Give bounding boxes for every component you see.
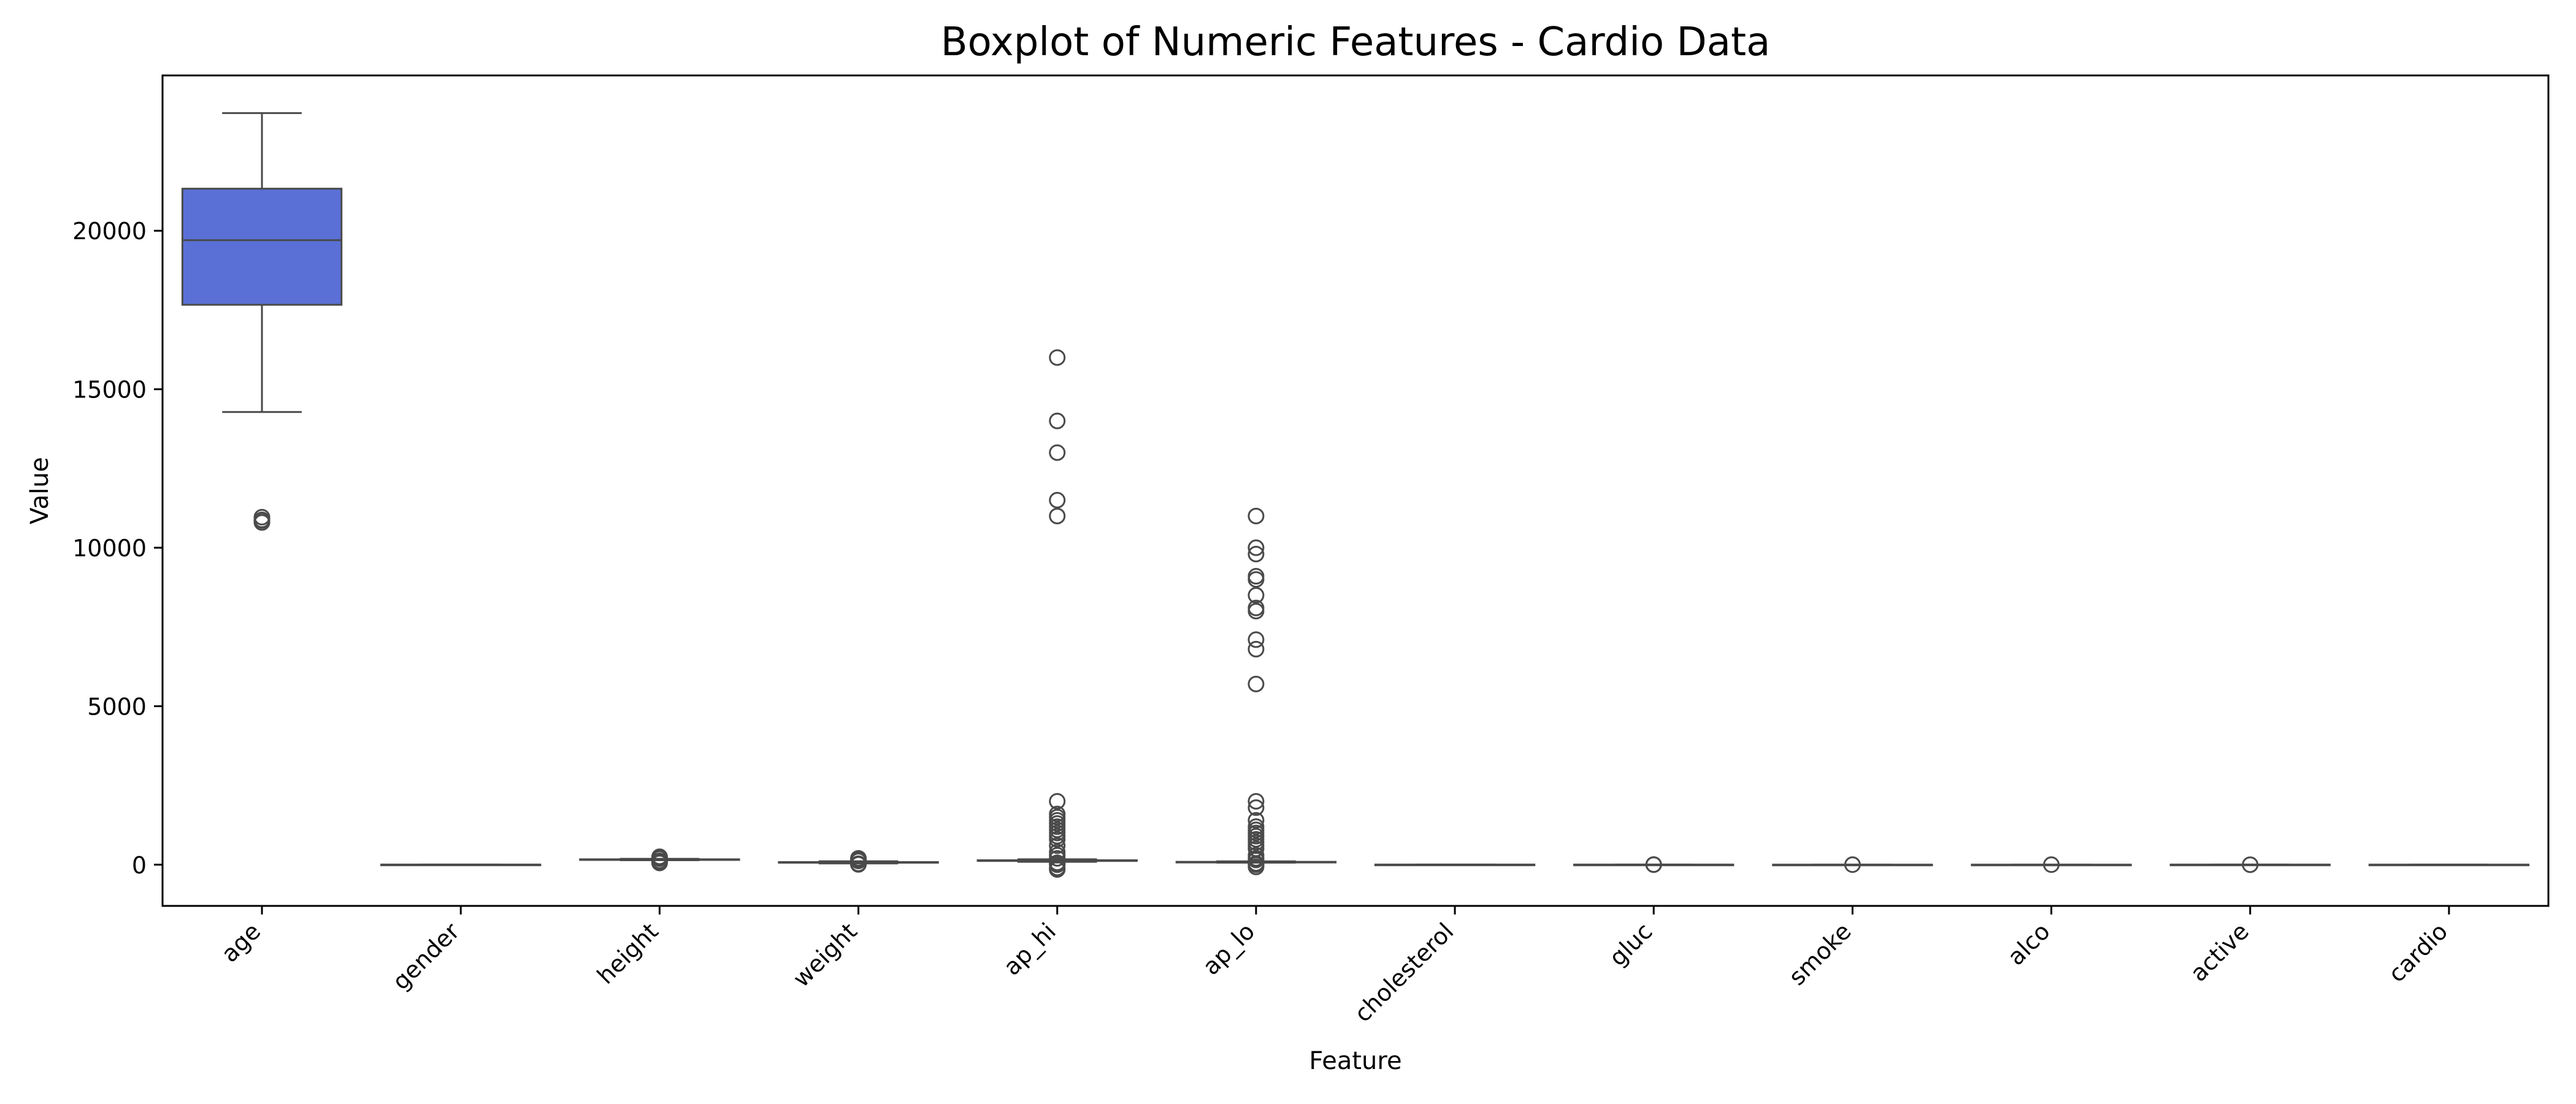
y-tick-label: 20000 (72, 218, 147, 245)
outlier-point (1248, 587, 1265, 604)
outlier-point (1049, 843, 1066, 861)
chart-title: Boxplot of Numeric Features - Cardio Dat… (941, 20, 1771, 65)
outlier-point (1844, 856, 1861, 873)
plot-frame (161, 74, 2550, 907)
outlier-point (1248, 818, 1265, 835)
box-height (579, 848, 740, 872)
outlier-point (1049, 792, 1066, 810)
outlier-point (253, 508, 270, 526)
y-tick-label: 5000 (87, 693, 147, 720)
outlier-point (1248, 640, 1265, 657)
outlier-point (1049, 412, 1066, 429)
outlier-point (1248, 507, 1265, 524)
outlier-point (1049, 854, 1066, 872)
outlier-point (1049, 805, 1066, 822)
outlier-point (2043, 856, 2060, 873)
y-axis-ticks: 0 5000 10000 15000 20000 (72, 218, 163, 879)
outlier-point (1049, 507, 1066, 524)
outlier-point (1248, 599, 1265, 616)
box-active (2169, 856, 2331, 873)
outlier-point (2242, 856, 2259, 873)
box-age (181, 112, 343, 531)
box-gluc (1573, 856, 1735, 873)
outlier-point (1049, 492, 1066, 509)
y-tick-label: 15000 (72, 377, 147, 404)
box-alco (1971, 856, 2132, 873)
y-tick-label: 0 (132, 852, 147, 879)
outlier-point (1248, 675, 1265, 692)
box-ap_lo (1175, 507, 1337, 875)
outlier-point (1248, 631, 1265, 648)
box-ap_hi (976, 349, 1138, 878)
outlier-point (1248, 545, 1265, 562)
outlier-point (651, 848, 668, 865)
y-axis-label: Value (26, 457, 54, 524)
outlier-point (1049, 444, 1066, 461)
outlier-point (1248, 811, 1265, 829)
outlier-point (1049, 349, 1066, 366)
boxes-layer (181, 112, 2530, 878)
outlier-point (1248, 539, 1265, 556)
box-smoke (1772, 856, 1933, 873)
outlier-point (1248, 799, 1265, 816)
y-tick-label: 10000 (72, 535, 147, 562)
outlier-point (1248, 792, 1265, 810)
outlier-point (850, 849, 867, 867)
outlier-point (1248, 846, 1265, 864)
outlier-point (1049, 837, 1066, 854)
outlier-point (1645, 856, 1662, 873)
box-body (181, 188, 343, 306)
x-axis-label: Feature (1309, 1047, 1401, 1075)
box-weight (778, 849, 939, 873)
outlier-point (1248, 568, 1265, 585)
